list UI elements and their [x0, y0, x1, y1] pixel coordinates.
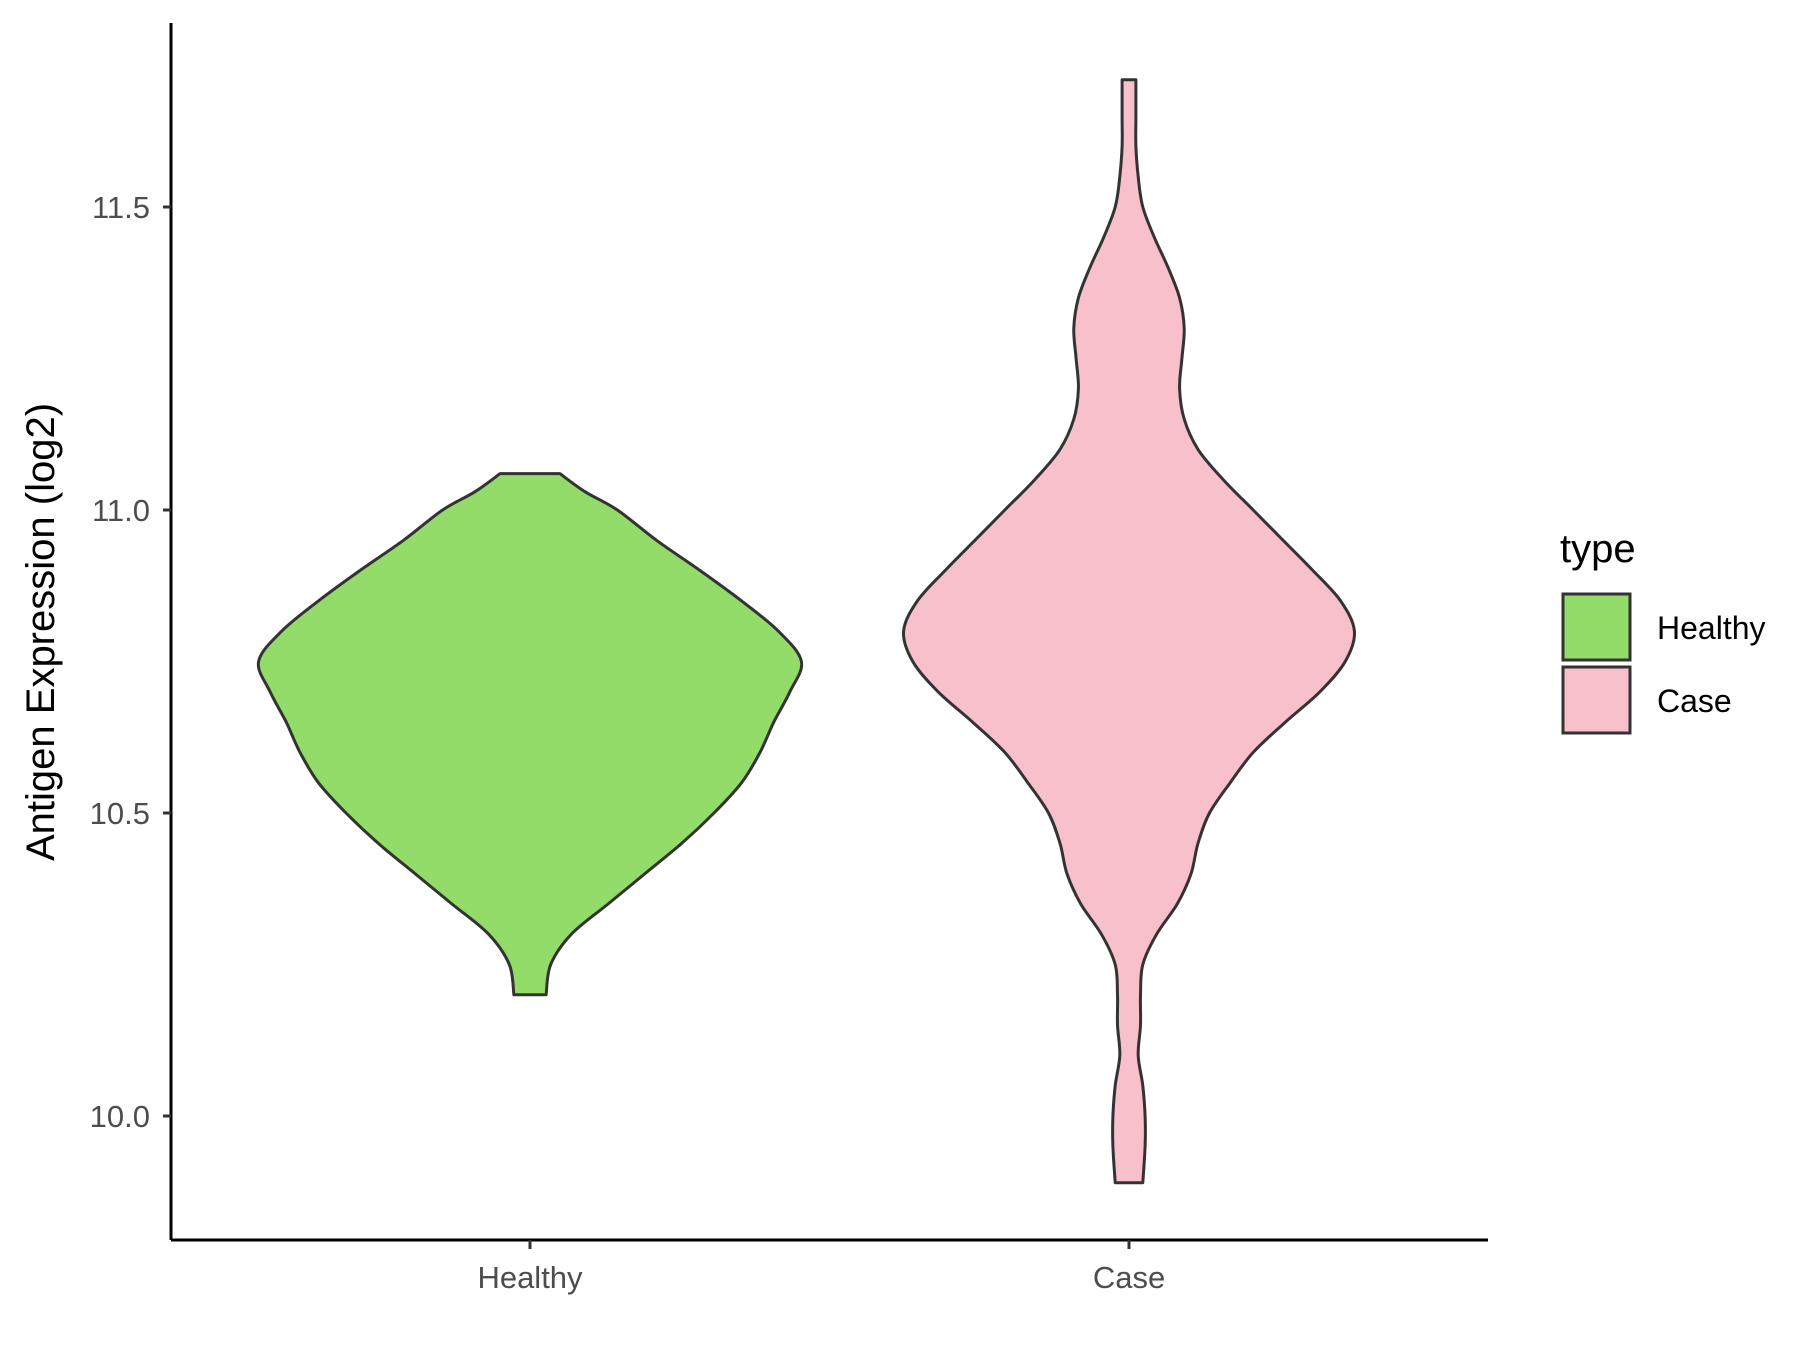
legend-title: type [1560, 527, 1636, 571]
x-tick-label-healthy: Healthy [477, 1260, 583, 1295]
legend-label-case: Case [1657, 683, 1732, 719]
y-ticks: 10.0 10.5 11.0 11.5 [90, 190, 171, 1134]
legend-label-healthy: Healthy [1657, 610, 1766, 646]
y-axis-title: Antigen Expression (log2) [19, 403, 63, 861]
violin-case [902, 78, 1356, 1185]
y-tick-label: 11.5 [92, 190, 150, 225]
y-tick-label: 10.5 [90, 796, 150, 831]
legend-key-healthy [1561, 592, 1632, 662]
y-tick-label: 10.0 [90, 1099, 150, 1134]
legend: Healthy Case [1561, 592, 1766, 735]
violin-healthy [256, 472, 804, 997]
x-ticks: Healthy Case [477, 1240, 1165, 1295]
legend-key-case [1561, 665, 1632, 735]
x-tick-label-case: Case [1093, 1260, 1165, 1295]
y-tick-label: 11.0 [92, 493, 150, 528]
violins-layer [256, 78, 1356, 1185]
